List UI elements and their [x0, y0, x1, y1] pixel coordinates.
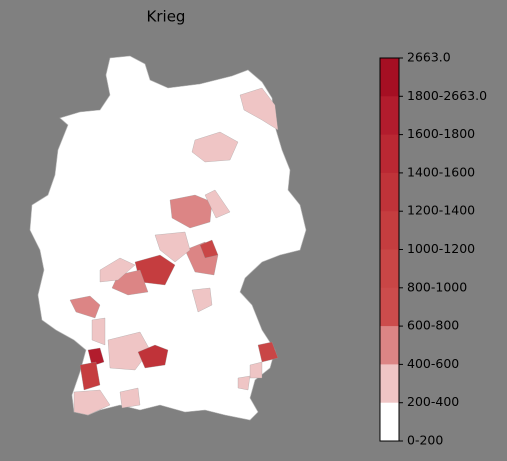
colorbar-segment — [380, 134, 399, 174]
colorbar-label: 1800-2663.0 — [407, 88, 487, 103]
colorbar-label: 1200-1400 — [407, 203, 475, 218]
colorbar-label: 0-200 — [407, 433, 443, 448]
colorbar-label: 2663.0 — [407, 50, 451, 65]
colorbar-label: 400-600 — [407, 356, 459, 371]
map-title: Krieg — [147, 8, 186, 26]
colorbar-segment — [380, 364, 399, 404]
germany-map — [29, 55, 307, 421]
colorbar-segment — [380, 326, 399, 365]
colorbar-segment — [380, 249, 399, 289]
colorbar-label: 1000-1200 — [407, 241, 475, 256]
colorbar-segment — [380, 58, 399, 97]
highlighted-regions — [69, 87, 279, 416]
colorbar-label: 200-400 — [407, 394, 459, 409]
colorbar-label: 600-800 — [407, 318, 459, 333]
colorbar-segment — [380, 287, 399, 327]
colorbar-segment — [380, 96, 399, 136]
colorbar-segment — [380, 172, 399, 212]
colorbar-label: 800-1000 — [407, 279, 467, 294]
colorbar-label: 1400-1600 — [407, 164, 475, 179]
colorbar-label: 1600-1800 — [407, 126, 475, 141]
colorbar: 2663.0 1800-2663.0 1600-1800 1400-1600 1200-… — [379, 50, 487, 448]
colorbar-segment — [380, 402, 399, 442]
colorbar-segment — [380, 211, 399, 250]
